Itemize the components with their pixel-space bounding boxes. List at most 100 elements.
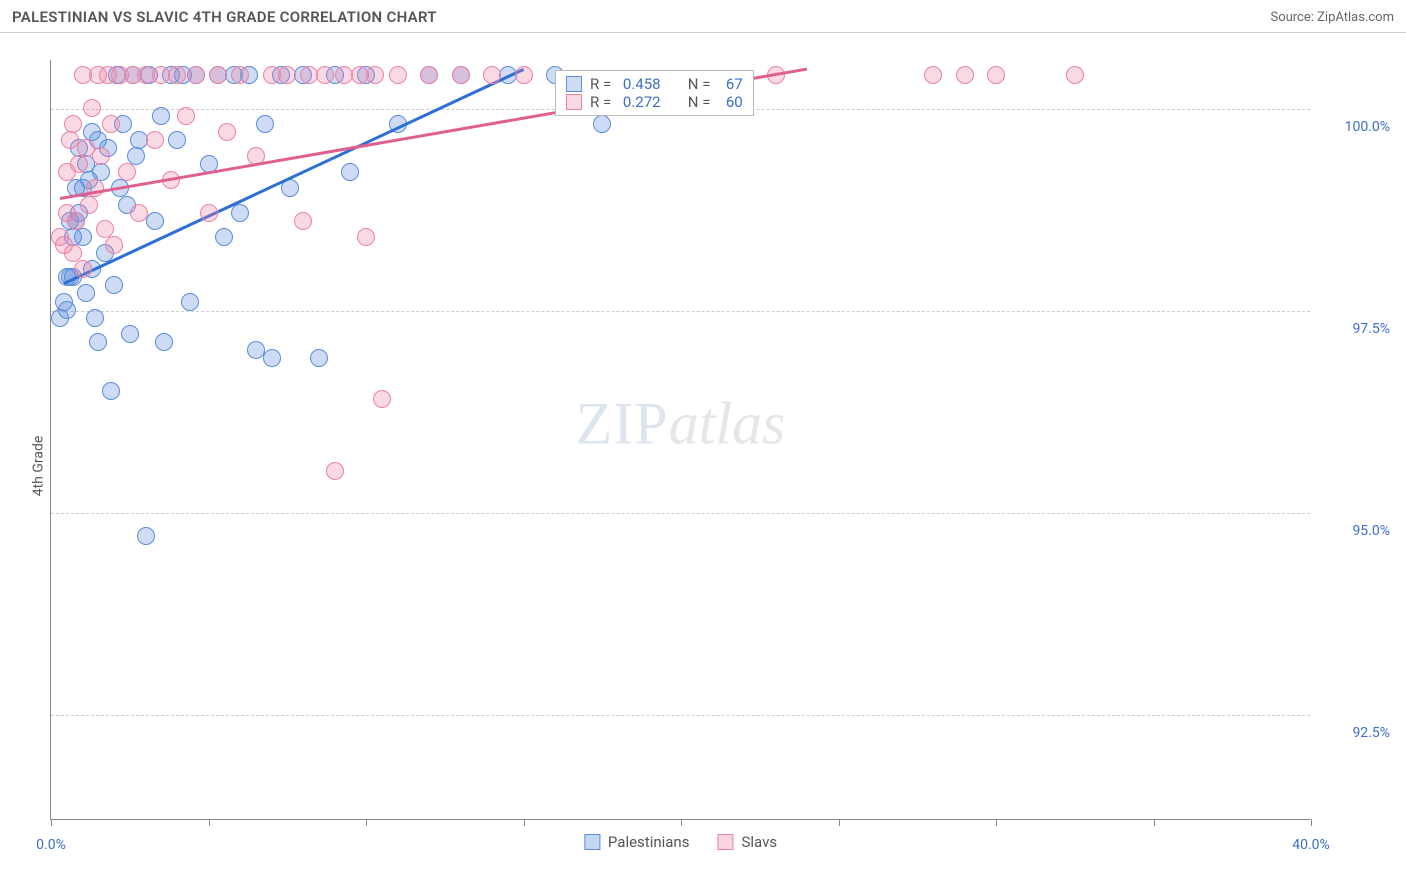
data-point bbox=[316, 66, 334, 84]
y-axis-title: 4th Grade bbox=[30, 436, 46, 497]
data-point bbox=[263, 349, 281, 367]
data-point bbox=[64, 244, 82, 262]
legend-swatch bbox=[584, 834, 600, 850]
legend-item: Slavs bbox=[717, 833, 777, 851]
data-point bbox=[452, 66, 470, 84]
y-tick-label: 100.0% bbox=[1320, 119, 1390, 135]
x-tick bbox=[996, 819, 997, 826]
data-point bbox=[105, 276, 123, 294]
data-point bbox=[152, 107, 170, 125]
data-point bbox=[1066, 66, 1084, 84]
data-point bbox=[127, 147, 145, 165]
chart-container: 4th Grade ZIPatlas PalestiniansSlavs 92.… bbox=[0, 40, 1406, 892]
source-label: Source: bbox=[1270, 10, 1317, 25]
stats-legend-row: R = 0.458 N = 67 bbox=[566, 75, 743, 93]
watermark-zip: ZIP bbox=[576, 391, 669, 457]
data-point bbox=[389, 66, 407, 84]
grid-line-horizontal bbox=[51, 715, 1310, 716]
data-point bbox=[373, 390, 391, 408]
data-point bbox=[105, 236, 123, 254]
x-tick bbox=[839, 819, 840, 826]
data-point bbox=[987, 66, 1005, 84]
x-tick bbox=[681, 819, 682, 826]
data-point bbox=[593, 115, 611, 133]
data-point bbox=[231, 204, 249, 222]
data-point bbox=[256, 115, 274, 133]
data-point bbox=[155, 333, 173, 351]
data-point bbox=[515, 66, 533, 84]
x-tick bbox=[524, 819, 525, 826]
data-point bbox=[77, 284, 95, 302]
legend-label: Slavs bbox=[741, 833, 777, 851]
data-point bbox=[218, 123, 236, 141]
source-attribution: Source: ZipAtlas.com bbox=[1270, 10, 1394, 25]
x-tick-label: 40.0% bbox=[1292, 837, 1330, 853]
data-point bbox=[67, 212, 85, 230]
chart-header: PALESTINIAN VS SLAVIC 4TH GRADE CORRELAT… bbox=[0, 0, 1406, 33]
source-value: ZipAtlas.com bbox=[1317, 10, 1394, 25]
chart-title: PALESTINIAN VS SLAVIC 4TH GRADE CORRELAT… bbox=[12, 8, 437, 26]
x-tick-label: 0.0% bbox=[36, 837, 66, 853]
data-point bbox=[326, 462, 344, 480]
legend-swatch bbox=[566, 76, 582, 92]
x-tick bbox=[366, 819, 367, 826]
grid-line-horizontal bbox=[51, 311, 1310, 312]
legend-item: Palestinians bbox=[584, 833, 690, 851]
y-tick-label: 97.5% bbox=[1320, 321, 1390, 337]
x-tick bbox=[51, 819, 52, 826]
legend-swatch bbox=[566, 94, 582, 110]
stat-n-value: 67 bbox=[722, 75, 743, 93]
x-tick bbox=[209, 819, 210, 826]
plot-area: ZIPatlas PalestiniansSlavs 92.5%95.0%97.… bbox=[50, 60, 1310, 820]
legend-swatch bbox=[717, 834, 733, 850]
data-point bbox=[86, 309, 104, 327]
series-legend: Palestinians Slavs bbox=[584, 833, 777, 851]
stat-r-label: R = bbox=[590, 93, 615, 111]
data-point bbox=[92, 147, 110, 165]
y-tick-label: 92.5% bbox=[1320, 725, 1390, 741]
data-point bbox=[231, 66, 249, 84]
data-point bbox=[168, 66, 186, 84]
x-tick bbox=[1311, 819, 1312, 826]
data-point bbox=[483, 66, 501, 84]
data-point bbox=[366, 66, 384, 84]
data-point bbox=[924, 66, 942, 84]
data-point bbox=[70, 155, 88, 173]
data-point bbox=[64, 115, 82, 133]
data-point bbox=[146, 131, 164, 149]
stat-r-value: 0.272 bbox=[623, 93, 661, 111]
data-point bbox=[137, 527, 155, 545]
data-point bbox=[83, 99, 101, 117]
stat-n-label: N = bbox=[688, 75, 714, 93]
data-point bbox=[956, 66, 974, 84]
data-point bbox=[181, 293, 199, 311]
data-point bbox=[102, 382, 120, 400]
data-point bbox=[294, 212, 312, 230]
data-point bbox=[102, 115, 120, 133]
data-point bbox=[74, 228, 92, 246]
data-point bbox=[89, 333, 107, 351]
data-point bbox=[278, 66, 296, 84]
watermark-atlas: atlas bbox=[669, 391, 786, 457]
data-point bbox=[86, 179, 104, 197]
data-point bbox=[420, 66, 438, 84]
data-point bbox=[209, 66, 227, 84]
data-point bbox=[215, 228, 233, 246]
data-point bbox=[96, 220, 114, 238]
legend-label: Palestinians bbox=[608, 833, 690, 851]
stat-n-label: N = bbox=[688, 93, 714, 111]
stat-r-label: R = bbox=[590, 75, 615, 93]
grid-line-horizontal bbox=[51, 513, 1310, 514]
data-point bbox=[187, 66, 205, 84]
data-point bbox=[130, 204, 148, 222]
data-point bbox=[80, 196, 98, 214]
stat-n-value: 60 bbox=[722, 93, 743, 111]
data-point bbox=[146, 212, 164, 230]
data-point bbox=[58, 301, 76, 319]
stat-r-value: 0.458 bbox=[623, 75, 661, 93]
y-tick-label: 95.0% bbox=[1320, 523, 1390, 539]
stats-legend-row: R = 0.272 N = 60 bbox=[566, 93, 743, 111]
data-point bbox=[357, 228, 375, 246]
data-point bbox=[310, 349, 328, 367]
data-point bbox=[341, 163, 359, 181]
